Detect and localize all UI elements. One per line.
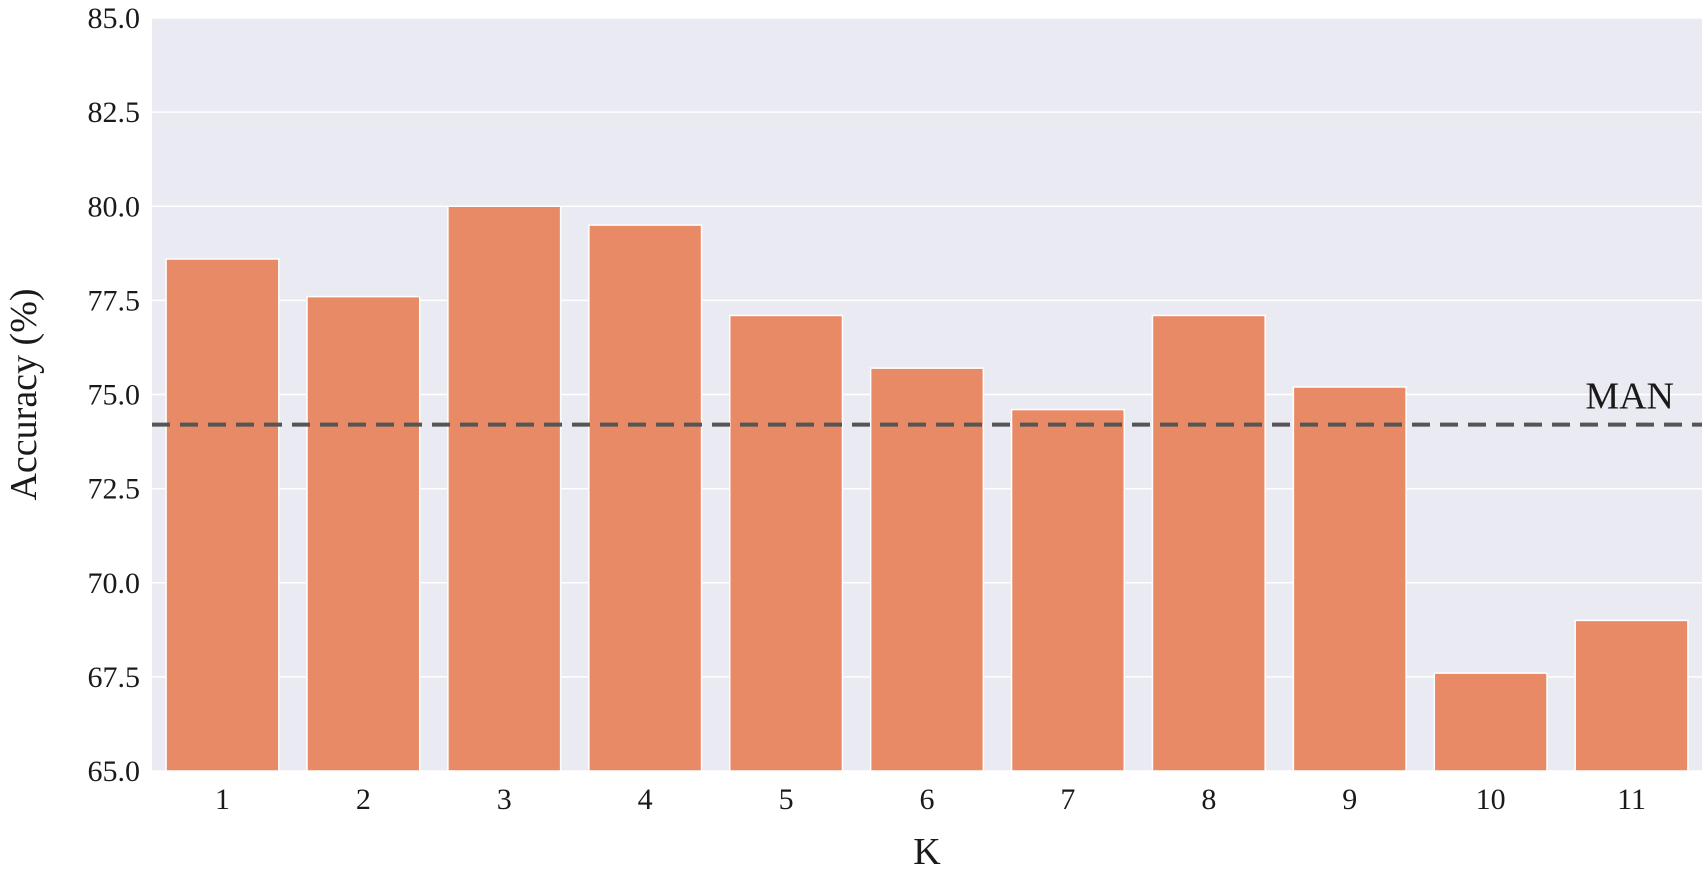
- bar-k-3: [447, 205, 562, 772]
- x-tick-label: 1: [215, 783, 230, 816]
- y-tick-label: 85.0: [88, 2, 141, 35]
- man-reference-label: MAN: [1585, 376, 1674, 418]
- x-tick-label: 11: [1617, 783, 1646, 816]
- y-tick-label: 65.0: [88, 755, 141, 788]
- y-tick-labels: 65.0 67.5 70.0 72.5 75.0 77.5 80.0 82.5 85.0: [88, 2, 141, 788]
- x-tick-label: 10: [1476, 783, 1506, 816]
- y-tick-label: 70.0: [88, 567, 141, 600]
- bar-k-5: [728, 314, 844, 772]
- bars: [165, 205, 1689, 772]
- x-tick-label: 9: [1342, 783, 1357, 816]
- y-tick-label: 75.0: [88, 379, 141, 412]
- y-tick-label: 67.5: [88, 661, 141, 694]
- bar-k-7: [1010, 408, 1126, 772]
- x-tick-label: 7: [1060, 783, 1075, 816]
- y-tick-label: 77.5: [88, 284, 141, 317]
- bar-k-9: [1292, 386, 1407, 772]
- bar-k-6: [869, 367, 985, 772]
- x-tick-label: 5: [779, 783, 794, 816]
- x-tick-label: 3: [497, 783, 512, 816]
- bar-k-2: [306, 295, 421, 772]
- x-tick-label: 2: [356, 783, 371, 816]
- x-tick-labels: 1 2 3 4 5 6 7 8 9 10 11: [215, 783, 1646, 816]
- y-axis-label: Accuracy (%): [3, 288, 45, 500]
- x-tick-label: 4: [638, 783, 653, 816]
- x-tick-label: 8: [1201, 783, 1216, 816]
- bar-k-11: [1574, 619, 1689, 772]
- bar-k-10: [1433, 672, 1548, 772]
- y-tick-label: 82.5: [88, 96, 141, 129]
- x-tick-label: 6: [920, 783, 935, 816]
- bar-k-4: [588, 224, 703, 772]
- bar-k-8: [1151, 314, 1266, 772]
- x-axis-label: K: [913, 831, 941, 873]
- bar-k-1: [165, 258, 280, 772]
- y-tick-label: 72.5: [88, 473, 141, 506]
- y-tick-label: 80.0: [88, 190, 141, 223]
